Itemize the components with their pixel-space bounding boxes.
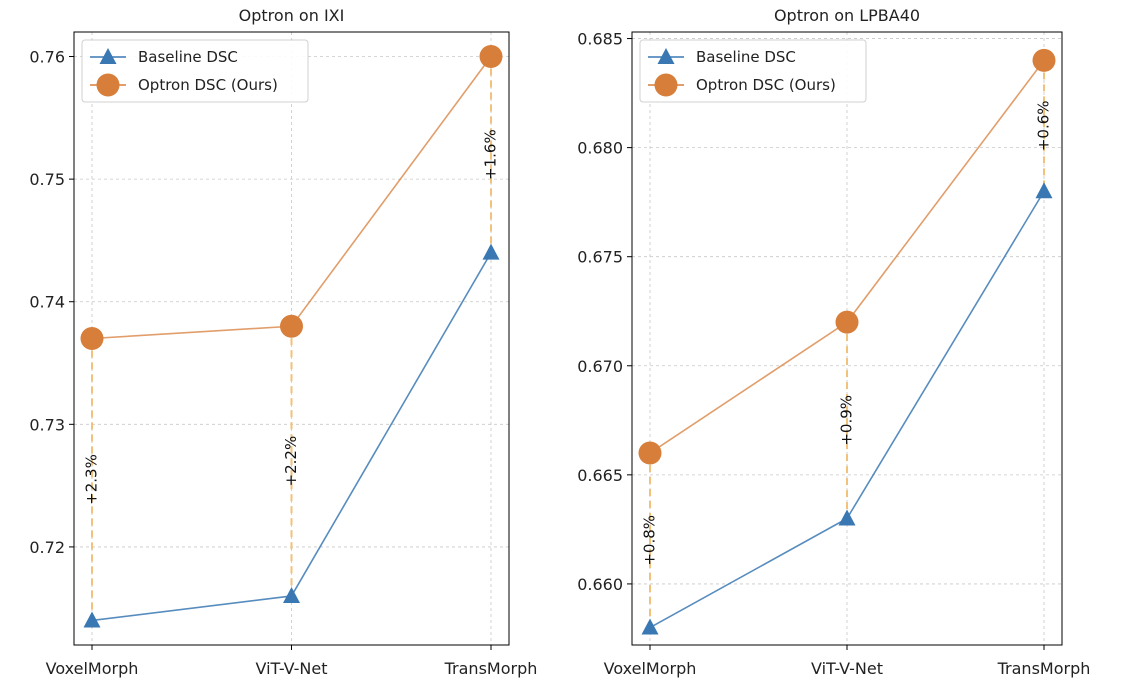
improvement-label: +0.8% [641, 515, 659, 566]
x-tick-label: ViT-V-Net [255, 659, 327, 678]
y-tick-label: 0.675 [577, 248, 623, 267]
legend: Baseline DSC Optron DSC (Ours) [81, 39, 309, 103]
baseline-point [641, 618, 659, 635]
optron-point [479, 45, 503, 69]
baseline-point [83, 611, 101, 628]
x-tick-label: TransMorph [997, 659, 1091, 678]
improvement-label: +2.2% [282, 436, 300, 487]
x-tick-label: ViT-V-Net [811, 659, 883, 678]
x-tick-label: TransMorph [444, 659, 538, 678]
optron-point [80, 327, 104, 350]
plot-frame [631, 31, 1063, 646]
legend-label: Optron DSC (Ours) [696, 76, 836, 94]
y-tick-label: 0.680 [577, 139, 623, 158]
improvement-label: +1.6% [482, 129, 500, 180]
legend-box [81, 39, 309, 103]
baseline-point [1035, 182, 1053, 199]
baseline-point [482, 243, 500, 260]
chart-title: Optron on IXI [239, 6, 345, 25]
chart-panel-1: 0.72 0.73 0.74 0.75 0.76 VoxelMorph ViT-V-Net T… [29, 6, 537, 678]
legend-box [639, 39, 867, 103]
y-tick-label: 0.685 [577, 30, 623, 49]
legend-marker-circle [654, 73, 678, 97]
y-tick-label: 0.72 [29, 538, 65, 557]
optron-point [638, 441, 662, 465]
improvement-label: +0.9% [838, 395, 856, 446]
legend-marker-circle [96, 73, 120, 97]
legend: Baseline DSC Optron DSC (Ours) [639, 39, 867, 103]
y-tick-label: 0.73 [29, 415, 65, 434]
baseline-point [838, 509, 856, 526]
y-tick-label: 0.76 [29, 48, 65, 67]
chart-panel-2: 0.660 0.665 0.670 0.675 0.680 0.685 VoxelMorph… [577, 6, 1090, 678]
optron-point [1032, 48, 1056, 72]
x-tick-label: VoxelMorph [604, 659, 697, 678]
chart-title: Optron on LPBA40 [774, 6, 920, 25]
y-tick-label: 0.660 [577, 575, 623, 594]
y-tick-label: 0.665 [577, 466, 623, 485]
legend-label: Baseline DSC [138, 48, 238, 66]
improvement-label: +0.6% [1035, 100, 1053, 151]
plot-frame [73, 31, 510, 646]
legend-label: Baseline DSC [696, 48, 796, 66]
x-tick-label: VoxelMorph [46, 659, 139, 678]
y-tick-label: 0.74 [29, 293, 65, 312]
y-tick-label: 0.75 [29, 170, 65, 189]
legend-marker-triangle [657, 48, 675, 64]
optron-point [835, 310, 859, 334]
baseline-point [283, 586, 300, 603]
legend-marker-triangle [99, 48, 117, 64]
optron-point [280, 314, 303, 338]
y-tick-label: 0.670 [577, 357, 623, 376]
improvement-label: +2.3% [83, 454, 101, 505]
legend-label: Optron DSC (Ours) [138, 76, 278, 94]
